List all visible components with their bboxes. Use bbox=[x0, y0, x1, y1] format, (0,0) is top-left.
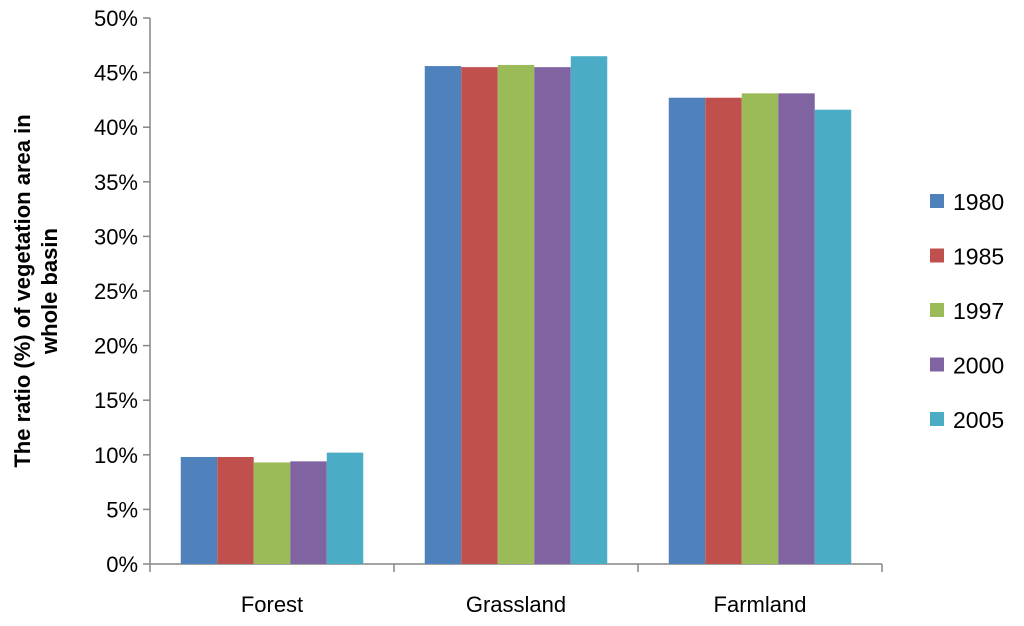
bars bbox=[180, 56, 852, 565]
bar bbox=[705, 97, 742, 564]
bar bbox=[534, 67, 571, 564]
bar bbox=[217, 456, 254, 564]
bar bbox=[570, 56, 608, 564]
y-tick-label: 25% bbox=[94, 279, 138, 304]
y-tick-label: 50% bbox=[94, 6, 138, 31]
bar bbox=[778, 93, 815, 565]
legend-label: 2000 bbox=[953, 353, 1004, 379]
x-tick-label: Farmland bbox=[714, 592, 807, 617]
y-tick-label: 30% bbox=[94, 224, 138, 249]
bar bbox=[326, 452, 364, 564]
bar bbox=[461, 67, 498, 564]
legend-label: 1980 bbox=[953, 189, 1004, 215]
y-tick-label: 45% bbox=[94, 61, 138, 86]
legend-swatch bbox=[930, 194, 944, 208]
bar bbox=[253, 462, 291, 564]
legend-swatch bbox=[930, 303, 944, 317]
y-tick-label: 10% bbox=[94, 443, 138, 468]
legend-swatch bbox=[930, 357, 944, 372]
bar bbox=[290, 461, 327, 564]
y-axis-title: The ratio (%) of vegetation area inwhole… bbox=[10, 114, 62, 467]
y-tick-label: 0% bbox=[106, 552, 138, 577]
legend-label: 1985 bbox=[953, 244, 1004, 270]
bar bbox=[424, 66, 462, 564]
legend-swatch bbox=[930, 248, 944, 263]
bar bbox=[497, 64, 535, 565]
y-tick-label: 15% bbox=[94, 388, 138, 413]
bar bbox=[668, 97, 706, 564]
y-tick-label: 35% bbox=[94, 170, 138, 195]
x-axis: Forest Grassland Farmland bbox=[149, 563, 883, 617]
y-axis: 0% 5% 10% 15% 20% 25% 30% 35% 40% 45% 50% bbox=[94, 6, 151, 577]
bar bbox=[814, 109, 852, 564]
legend-swatch bbox=[930, 412, 944, 426]
x-tick-label: Forest bbox=[241, 592, 303, 617]
y-axis-label-line: The ratio (%) of vegetation area in bbox=[10, 114, 35, 467]
y-axis-label-line: whole basin bbox=[37, 228, 62, 355]
y-tick-label: 20% bbox=[94, 334, 138, 359]
y-tick-label: 40% bbox=[94, 115, 138, 140]
bar bbox=[180, 456, 218, 564]
legend: 1980 1985 1997 2000 2005 bbox=[930, 189, 1004, 433]
y-tick-label: 5% bbox=[106, 497, 138, 522]
bar bbox=[741, 93, 779, 565]
x-tick-label: Grassland bbox=[466, 592, 566, 617]
legend-label: 1997 bbox=[953, 298, 1004, 324]
y-axis-label: The ratio (%) of vegetation area inwhole… bbox=[10, 114, 62, 467]
legend-label: 2005 bbox=[953, 407, 1004, 433]
